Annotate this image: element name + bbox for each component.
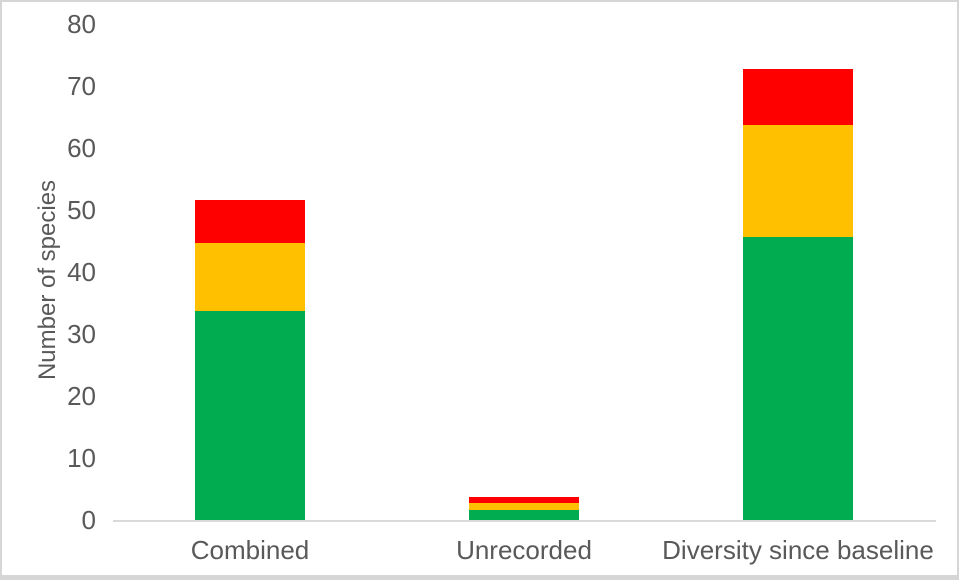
category-label-combined: Combined <box>190 535 310 565</box>
y-tick-label-0: 0 <box>81 505 96 535</box>
y-tick-label-10: 10 <box>67 443 96 473</box>
bar-unrecorded-segment-amber <box>469 503 579 510</box>
bar-unrecorded-segment-green <box>469 509 579 522</box>
bar-diversity-since-baseline-segment-red <box>743 69 853 126</box>
category-label-unrecorded: Unrecorded <box>456 535 592 565</box>
y-tick-label-50: 50 <box>67 195 96 225</box>
bar-unrecorded-segment-red <box>469 497 579 504</box>
bar-combined-segment-green <box>195 311 305 522</box>
bar-combined <box>195 199 305 522</box>
bar-diversity-since-baseline <box>743 69 853 522</box>
y-tick-label-40: 40 <box>67 257 96 287</box>
y-tick-label-70: 70 <box>67 71 96 101</box>
bar-diversity-since-baseline-segment-amber <box>743 125 853 237</box>
y-tick-label-60: 60 <box>67 133 96 163</box>
y-tick-label-80: 80 <box>67 9 96 39</box>
y-tick-label-30: 30 <box>67 319 96 349</box>
x-axis-line <box>113 520 936 522</box>
bar-combined-segment-amber <box>195 243 305 312</box>
bar-combined-segment-red <box>195 199 305 243</box>
bar-diversity-since-baseline-segment-green <box>743 236 853 522</box>
category-label-diversity-since-baseline: Diversity since baseline <box>662 535 934 565</box>
bar-unrecorded <box>469 497 579 522</box>
y-tick-label-20: 20 <box>67 381 96 411</box>
